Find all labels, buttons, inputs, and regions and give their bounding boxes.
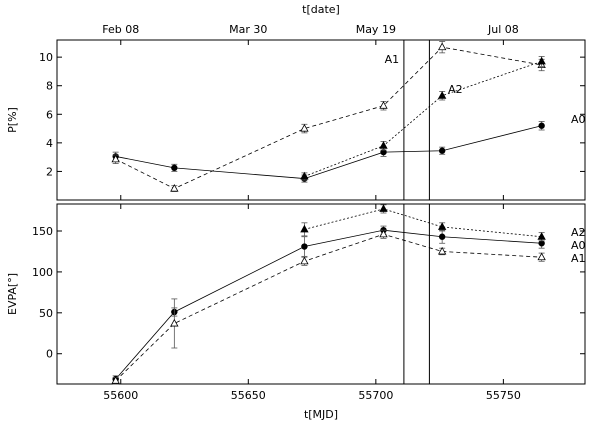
data-point-A1 — [170, 183, 179, 192]
y-tick-label-top: 2 — [46, 165, 53, 178]
series-A0-top — [112, 121, 545, 183]
y-tick-label-bottom: 50 — [39, 307, 53, 320]
data-point-A1 — [379, 229, 388, 238]
plot-frame-bottom — [56, 203, 586, 385]
y-tick-label-bottom: 100 — [32, 266, 53, 279]
data-point-A0 — [538, 240, 545, 247]
ticks-layer — [57, 40, 585, 384]
data-point-A1 — [111, 154, 120, 163]
data-point-A1 — [437, 42, 447, 51]
date-tick-label: Jul 08 — [487, 23, 519, 36]
data-point-A0 — [380, 148, 387, 156]
data-point-A1 — [300, 256, 309, 265]
series-line-A2 — [304, 61, 542, 177]
y-axis-label-top: P[%] — [6, 107, 19, 133]
data-point-A2 — [437, 222, 447, 230]
data-point-A0 — [171, 164, 178, 172]
y-tick-label-bottom: 0 — [46, 348, 53, 361]
series-line-A0 — [115, 125, 542, 179]
data-point-A2 — [379, 204, 388, 212]
data-point-A2 — [537, 56, 546, 65]
x-tick-label: 55600 — [103, 389, 138, 402]
data-point-A1 — [300, 123, 309, 132]
x-tick-label: 55650 — [231, 389, 266, 402]
y-tick-label-top: 6 — [46, 108, 53, 121]
data-point-A0 — [438, 233, 446, 240]
top-axis-label: t[date] — [302, 3, 340, 16]
plot-frame-top — [56, 39, 586, 201]
data-point-A0 — [538, 122, 545, 129]
data-point-A1 — [170, 318, 179, 327]
series-A2-bottom — [300, 204, 546, 242]
data-point-A1 — [437, 246, 447, 255]
series-layer — [111, 41, 546, 385]
y-tick-label-top: 4 — [46, 137, 53, 150]
y-tick-label-bottom: 150 — [32, 225, 53, 238]
date-tick-label: Mar 30 — [229, 23, 267, 36]
series-A1-top — [111, 41, 546, 192]
activity-label-A2: A2 — [448, 83, 463, 96]
y-axis-label-bottom: EVPA[°] — [6, 273, 19, 315]
activity-lines-layer — [403, 40, 430, 384]
series-A1-bottom — [111, 229, 546, 385]
data-point-A1 — [379, 101, 388, 109]
data-point-A2 — [300, 171, 309, 180]
data-point-A2 — [379, 141, 388, 149]
series-label-A1-bottom: A1 — [571, 252, 586, 265]
data-point-A2 — [300, 224, 309, 233]
frames-layer — [56, 39, 586, 385]
series-label-A2-bottom: A2 — [571, 226, 586, 239]
data-point-A1 — [537, 252, 546, 261]
data-point-A0 — [438, 147, 446, 154]
data-point-A0 — [301, 243, 308, 250]
x-tick-label: 55700 — [358, 389, 393, 402]
series-label-A0-bottom: A0 — [571, 239, 586, 252]
date-tick-label: Feb 08 — [102, 23, 139, 36]
data-point-A2 — [437, 91, 447, 99]
activity-label-A1: A1 — [385, 53, 400, 66]
data-point-A1 — [111, 376, 120, 384]
x-axis-label: t[MJD] — [304, 408, 338, 421]
series-line-A0 — [115, 229, 542, 380]
date-tick-label: May 19 — [356, 23, 396, 36]
series-line-A2 — [304, 208, 542, 238]
x-tick-label: 55750 — [486, 389, 521, 402]
series-A0-bottom — [112, 225, 545, 383]
series-label-A0-top: A0 — [571, 113, 586, 126]
y-tick-label-top: 8 — [46, 80, 53, 93]
series-line-A1 — [115, 233, 542, 382]
data-point-A2 — [537, 232, 546, 240]
series-A2-top — [300, 56, 546, 181]
y-tick-label-top: 10 — [39, 51, 53, 64]
